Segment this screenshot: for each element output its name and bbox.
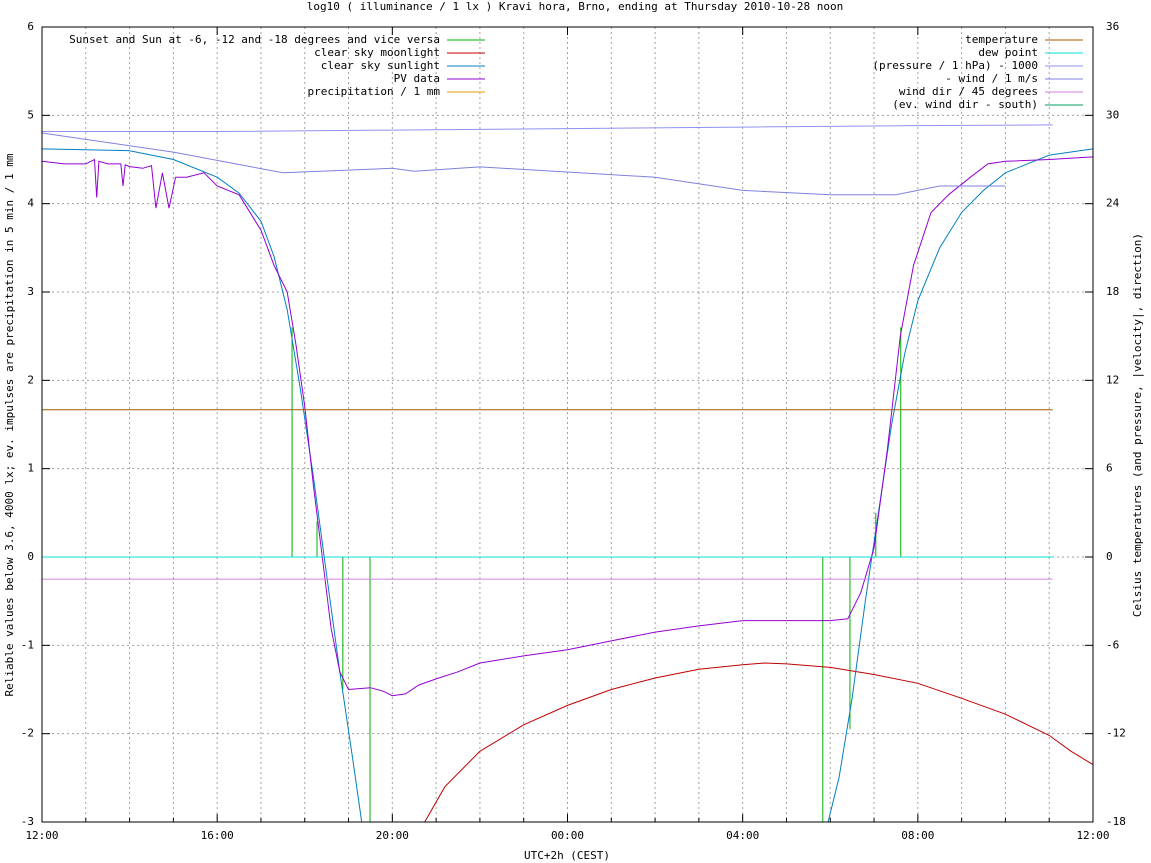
legend-label: - wind / 1 m/s	[945, 72, 1038, 85]
y-tick-label: 0	[27, 550, 34, 563]
x-tick-label: 00:00	[551, 829, 584, 842]
y2-tick-label: 0	[1106, 550, 1113, 563]
legend-label: dew point	[978, 46, 1038, 59]
x-tick-label: 12:00	[1076, 829, 1109, 842]
series-line	[424, 662, 1094, 823]
y2-tick-label: -12	[1106, 727, 1126, 740]
legend-label: PV data	[394, 72, 440, 85]
y-tick-label: -3	[21, 815, 34, 828]
y2-tick-label: -6	[1106, 638, 1119, 651]
x-axis-label: UTC+2h (CEST)	[524, 849, 610, 862]
y-tick-label: 1	[27, 462, 34, 475]
y2-tick-label: 30	[1106, 108, 1119, 121]
y-tick-label: -1	[21, 638, 34, 651]
y2-tick-label: 18	[1106, 285, 1119, 298]
y2-axis-label: Celsius temperatures (and pressure, |vel…	[1131, 233, 1144, 617]
legend-label: (ev. wind dir - south)	[892, 98, 1038, 111]
y2-tick-label: 6	[1106, 462, 1113, 475]
plot-border	[41, 26, 1094, 823]
series-line	[42, 124, 1053, 132]
x-tick-label: 04:00	[726, 829, 759, 842]
y-tick-label: -2	[21, 727, 34, 740]
legend-label: wind dir / 45 degrees	[899, 85, 1038, 98]
y-tick-label: 4	[27, 197, 34, 210]
x-tick-label: 16:00	[201, 829, 234, 842]
series-line	[41, 156, 1094, 697]
legend-label: Sunset and Sun at -6, -12 and -18 degree…	[69, 33, 440, 46]
x-tick-label: 08:00	[901, 829, 934, 842]
legend-label: precipitation / 1 mm	[308, 85, 441, 98]
y-tick-label: 3	[27, 285, 34, 298]
series-line	[41, 148, 1094, 823]
y2-tick-label: -18	[1106, 815, 1126, 828]
y-tick-label: 2	[27, 373, 34, 386]
legend-label: temperature	[965, 33, 1038, 46]
x-tick-label: 12:00	[25, 829, 58, 842]
y-axis-label: Reliable values below 3.6, 4000 lx; ev. …	[3, 153, 16, 696]
legend-label: (pressure / 1 hPa) - 1000	[872, 59, 1038, 72]
y2-tick-label: 24	[1106, 197, 1120, 210]
y2-tick-label: 12	[1106, 373, 1119, 386]
series-line	[41, 132, 1006, 196]
x-tick-label: 20:00	[376, 829, 409, 842]
legend-label: clear sky sunlight	[321, 59, 440, 72]
y-tick-label: 6	[27, 20, 34, 33]
legend-label: clear sky moonlight	[314, 46, 440, 59]
chart-title: log10 ( illuminance / 1 lx ) Kravi hora,…	[307, 0, 843, 13]
y2-tick-label: 36	[1106, 20, 1119, 33]
y-tick-label: 5	[27, 108, 34, 121]
